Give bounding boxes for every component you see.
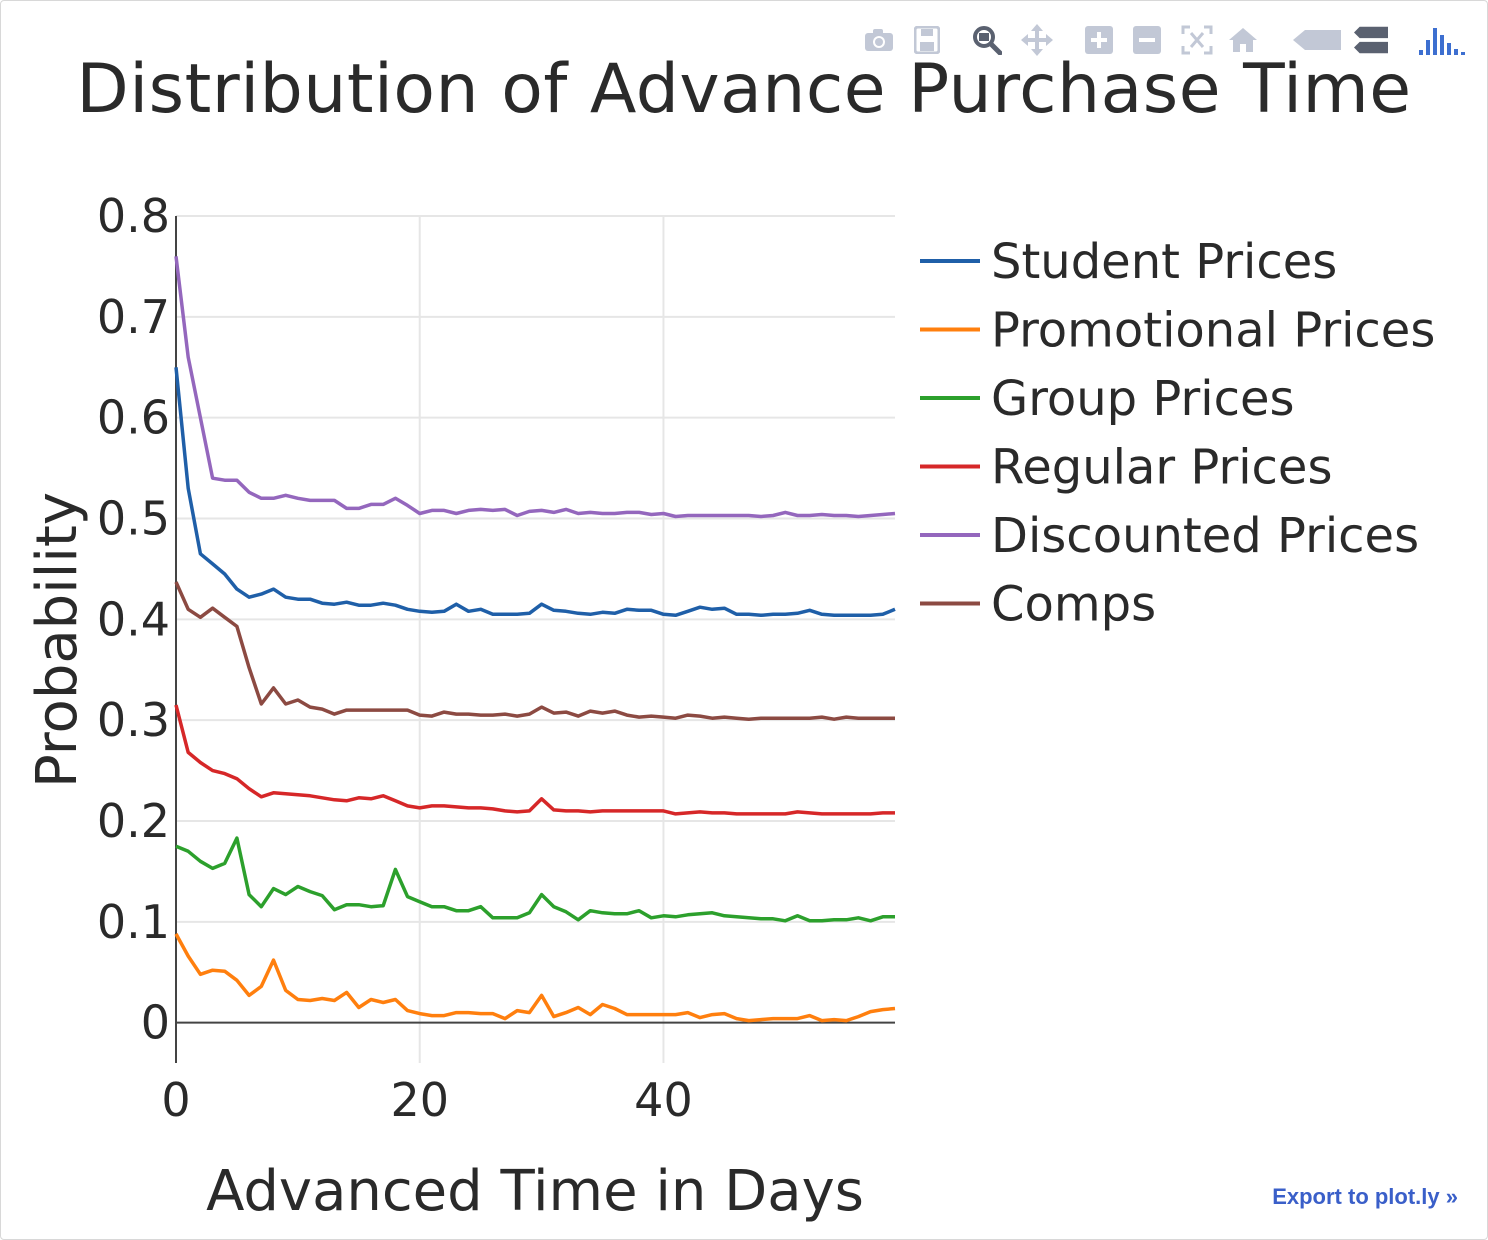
home-icon[interactable] [1226,22,1260,58]
x-tick-label: 20 [390,1073,449,1127]
y-tick-label: 0.6 [97,391,170,445]
legend-label-group-prices: Group Prices [991,371,1295,427]
y-tick-label: 0.4 [97,592,170,646]
modebar [860,22,1472,62]
camera-icon[interactable] [862,22,896,58]
y-tick-label: 0.1 [97,895,170,949]
y-tick-label: 0.2 [97,794,170,848]
zoom-out-icon[interactable] [1130,22,1164,58]
series-line-regular-prices [174,704,895,816]
zoom-in-icon[interactable] [1082,22,1116,58]
chart-title: Distribution of Advance Purchase Time [76,50,1412,129]
x-axis-title: Advanced Time in Days [206,1159,864,1224]
y-tick-label: 0 [141,996,170,1050]
y-tick-label: 0.3 [97,693,170,747]
y-tick-label: 0.8 [97,189,170,243]
save-icon[interactable] [910,22,944,58]
export-to-plotly-link[interactable]: Export to plot.ly » [1272,1184,1458,1209]
legend-label-comps: Comps [991,577,1156,633]
series-line-discounted-prices [174,256,896,519]
zoom-icon[interactable] [970,22,1004,58]
series-line-student-prices [174,367,896,618]
pan-icon[interactable] [1020,22,1054,58]
legend-label-student-prices: Student Prices [991,234,1337,290]
x-tick-label: 40 [634,1073,693,1127]
x-tick-label: 0 [161,1073,190,1127]
legend-label-discounted-prices: Discounted Prices [991,508,1419,564]
legend-label-promotional-prices: Promotional Prices [991,303,1435,359]
plotly-logo-icon[interactable] [1416,22,1468,58]
y-axis-title: Probability [25,492,90,788]
series-line-promotional-prices [174,933,896,1023]
y-tick-label: 0.7 [97,290,170,344]
legend-label-regular-prices: Regular Prices [991,440,1332,496]
y-tick-label: 0.5 [97,492,170,546]
series-line-comps [174,581,895,721]
hover-compare-icon[interactable] [1354,22,1388,58]
hover-closest-icon[interactable] [1292,22,1342,58]
autoscale-icon[interactable] [1180,22,1214,58]
series-line-group-prices [175,836,895,923]
